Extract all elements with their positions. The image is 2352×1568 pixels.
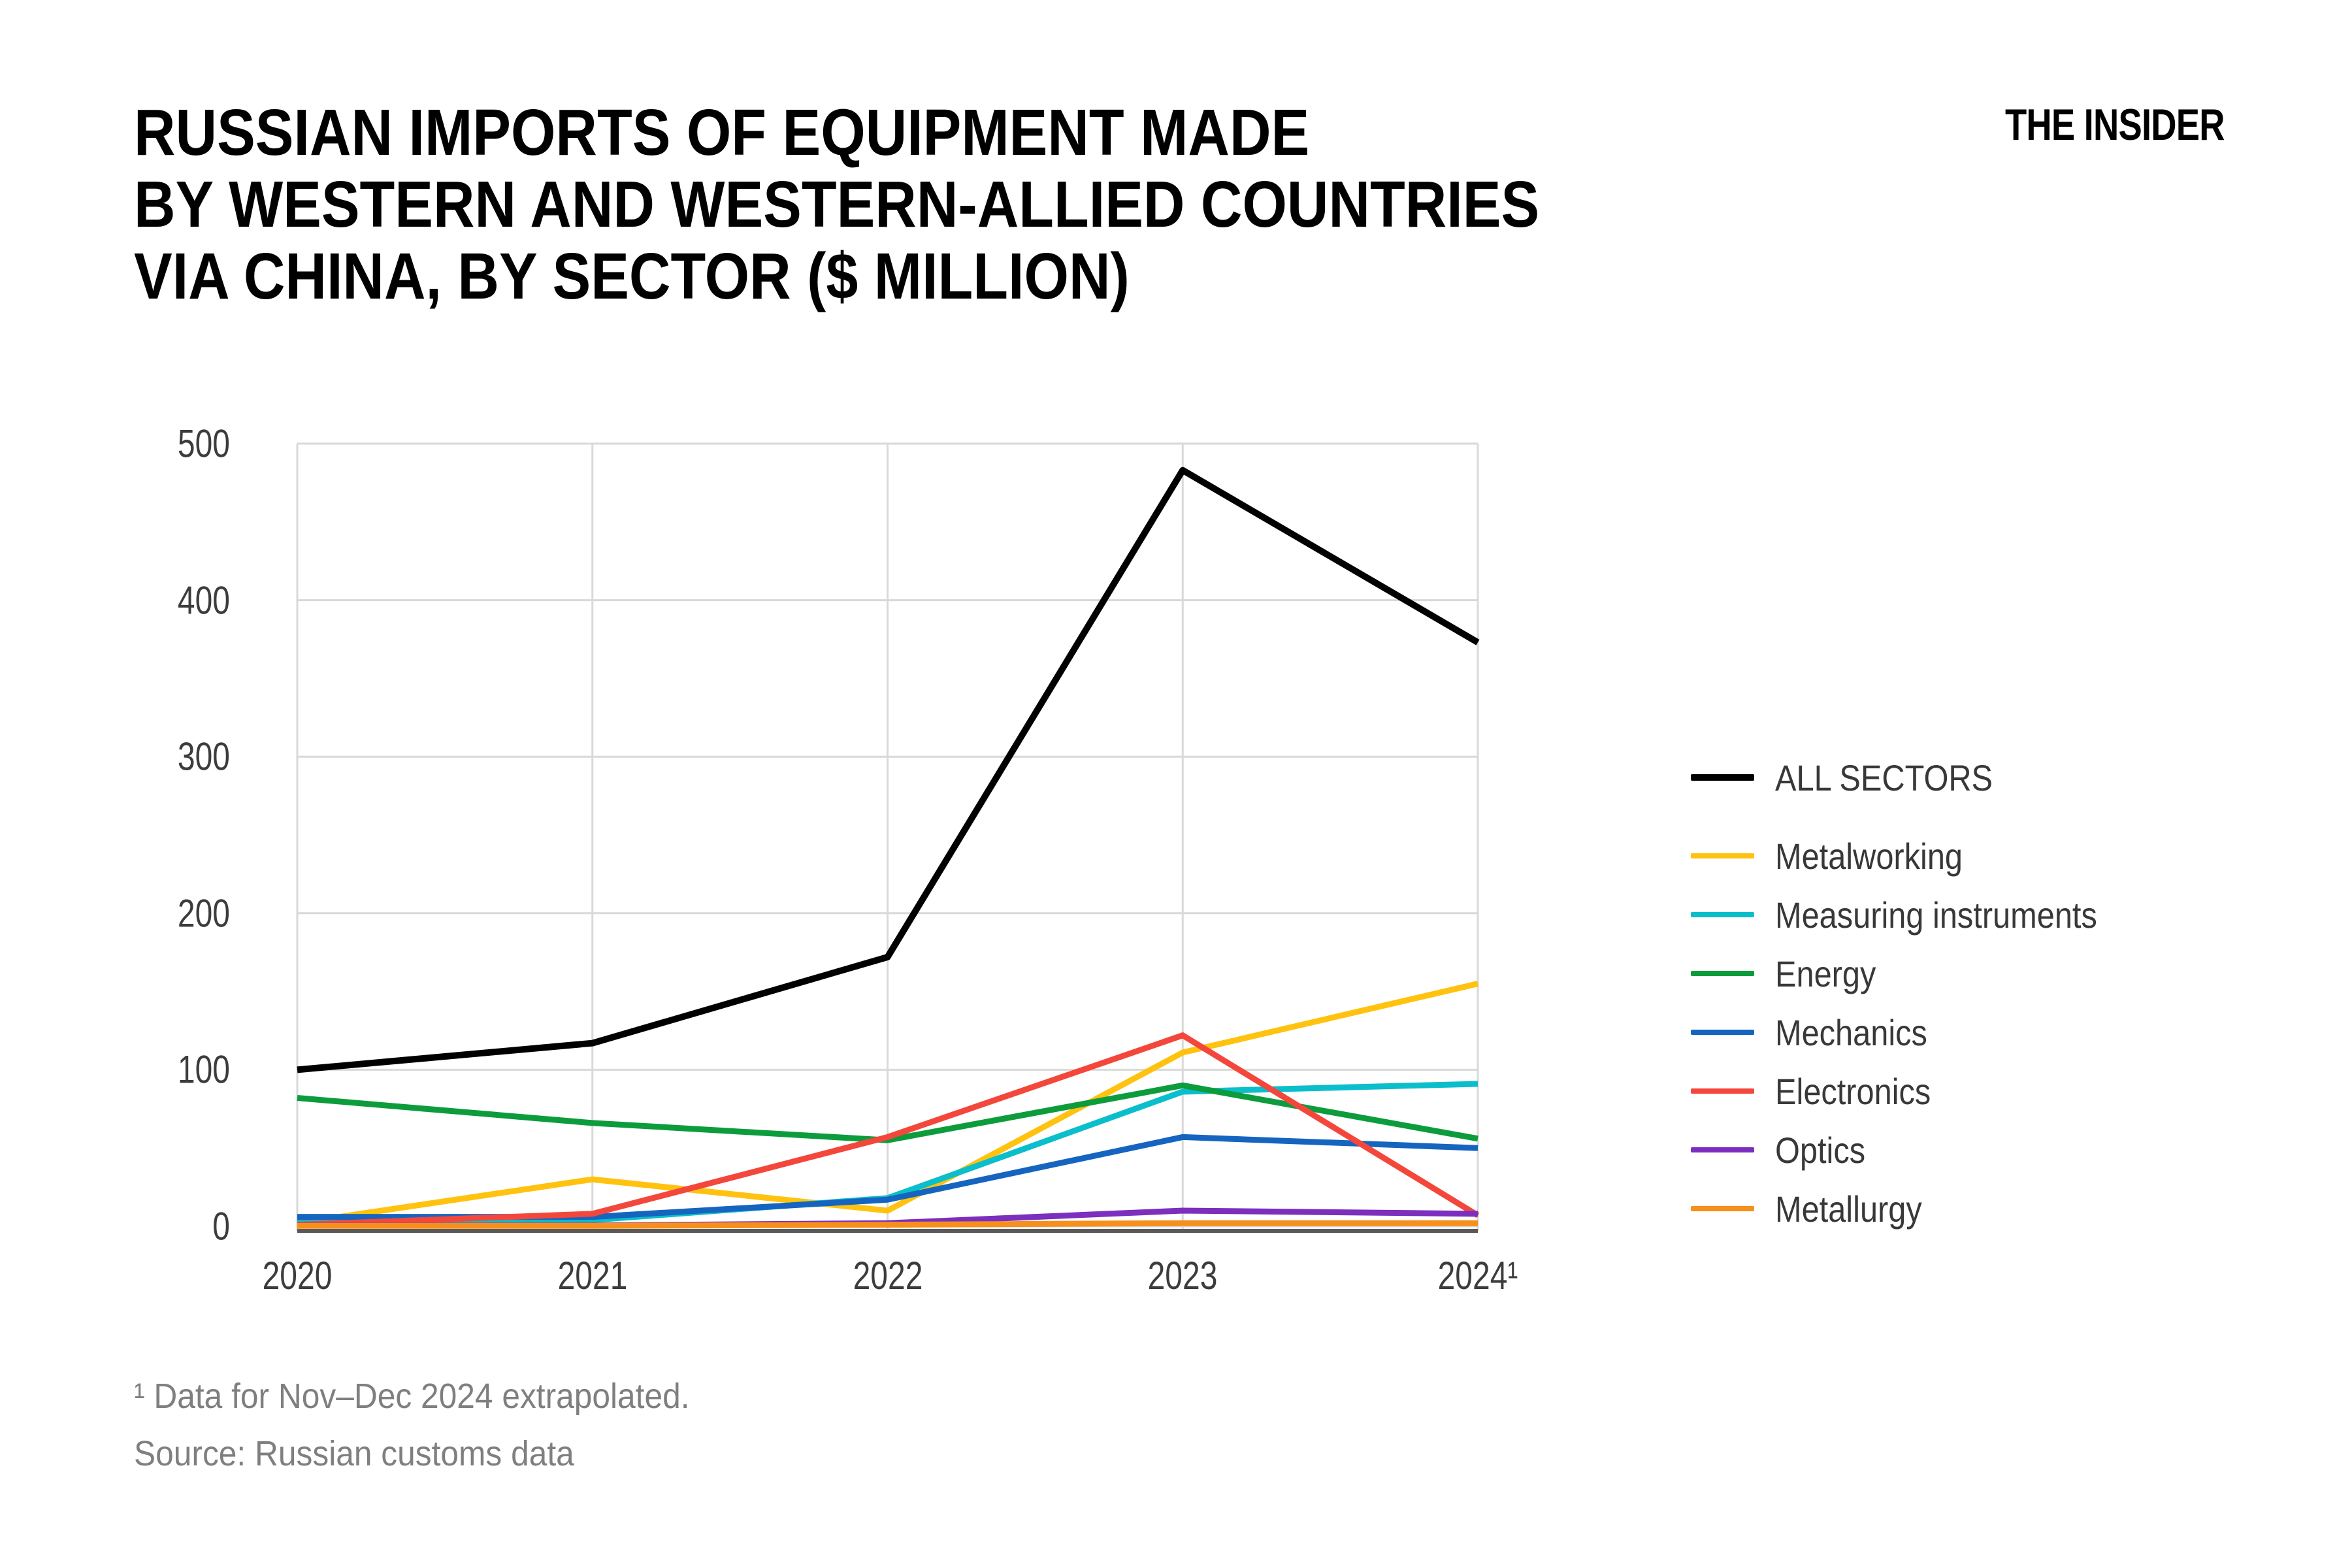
y-tick-label: 500	[177, 421, 230, 466]
x-tick-label: 2020	[262, 1254, 333, 1298]
the-insider-logo: THE INSIDER	[2005, 100, 2225, 150]
legend: ALL SECTORS Metalworking Measuring instrum…	[1691, 748, 2145, 1238]
legend-label: ALL SECTORS	[1775, 757, 1993, 798]
y-tick-label: 200	[177, 891, 230, 936]
footnote-source: Source: Russian customs data	[134, 1434, 574, 1473]
legend-swatch-icon	[1691, 912, 1754, 917]
legend-label: Mechanics	[1775, 1011, 1927, 1053]
x-tick-label: 2021	[557, 1254, 628, 1298]
legend-swatch-icon	[1691, 1206, 1754, 1211]
title-line-2: BY WESTERN AND WESTERN-ALLIED COUNTRIES	[134, 168, 1540, 241]
legend-swatch-icon	[1691, 774, 1754, 781]
series-line-metalworking	[297, 981, 1479, 1226]
footnote-extrapolated: ¹ Data for Nov–Dec 2024 extrapolated.	[134, 1377, 690, 1416]
legend-swatch-icon	[1691, 1030, 1754, 1035]
legend-swatch-icon	[1691, 853, 1754, 858]
legend-label: Metallurgy	[1775, 1188, 1922, 1230]
y-tick-label: 400	[177, 578, 230, 623]
legend-label: Measuring instruments	[1775, 894, 2097, 936]
legend-swatch-icon	[1691, 1147, 1754, 1152]
series-line-energy	[297, 1082, 1478, 1143]
legend-label: Energy	[1775, 953, 1876, 994]
legend-label: Metalworking	[1775, 835, 1963, 877]
legend-item: Energy	[1691, 944, 2145, 1003]
legend-item: Mechanics	[1691, 1003, 2145, 1062]
y-tick-label: 100	[177, 1047, 230, 1092]
legend-item: Electronics	[1691, 1062, 2145, 1120]
legend-item: Measuring instruments	[1691, 885, 2145, 944]
y-tick-label: 0	[212, 1204, 230, 1249]
series-line-electronics	[297, 1032, 1480, 1228]
page-title: RUSSIAN IMPORTS OF EQUIPMENT MADE BY WES…	[134, 97, 1539, 312]
x-tick-label: 2022	[853, 1254, 923, 1298]
legend-swatch-icon	[1691, 971, 1754, 976]
legend-label: Optics	[1775, 1129, 1866, 1171]
legend-swatch-icon	[1691, 1088, 1754, 1094]
x-tick-label: 2023	[1147, 1254, 1218, 1298]
series-line-all-sectors	[297, 466, 1480, 1073]
legend-label: Electronics	[1775, 1070, 1931, 1112]
y-tick-label: 300	[177, 734, 230, 779]
x-tick-label: 2024¹	[1437, 1254, 1518, 1298]
title-line-1: RUSSIAN IMPORTS OF EQUIPMENT MADE	[134, 96, 1310, 169]
title-line-3: VIA CHINA, BY SECTOR ($ MILLION)	[134, 240, 1130, 313]
legend-item: ALL SECTORS	[1691, 748, 2145, 807]
legend-item: Optics	[1691, 1120, 2145, 1179]
legend-item: Metalworking	[1691, 826, 2145, 885]
legend-item: Metallurgy	[1691, 1179, 2145, 1238]
series-line-metallurgy	[297, 1220, 1478, 1229]
